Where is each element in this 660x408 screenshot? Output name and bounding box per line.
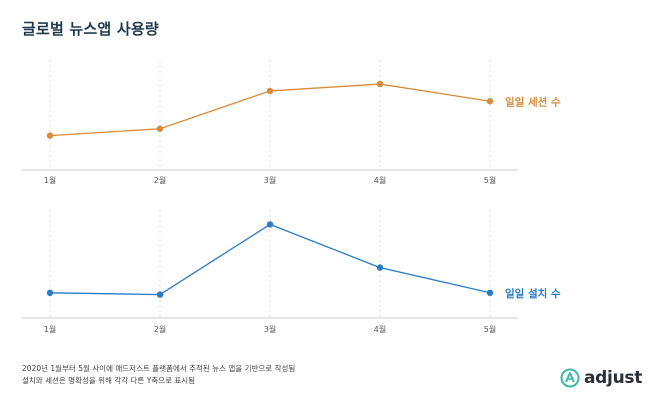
x-tick-label-2-1: 1월 <box>44 324 56 334</box>
series-label-1: 일일 세션 수 <box>505 95 561 108</box>
x-tick-label-1-5: 5월 <box>484 175 496 185</box>
footnote-line-2: 설치와 세션은 명확성을 위해 각각 다른 Y축으로 표시됨 <box>22 376 196 385</box>
x-tick-label-1-2: 2월 <box>154 175 166 185</box>
adjust-logo-icon <box>560 368 580 388</box>
x-tick-label-2-3: 3월 <box>264 324 276 334</box>
adjust-logo: adjust <box>560 368 642 388</box>
footnote: 2020년 1월부터 5월 사이에 애드저스트 플랫폼에서 추적된 뉴스 앱을 … <box>22 363 295 387</box>
data-point-1-4 <box>376 80 384 88</box>
data-point-1-2 <box>156 125 164 132</box>
x-tick-label-1-1: 1월 <box>44 175 56 185</box>
data-point-2-1 <box>46 289 54 296</box>
footnote-line-1: 2020년 1월부터 5월 사이에 애드저스트 플랫폼에서 추적된 뉴스 앱을 … <box>22 364 296 373</box>
data-point-2-4 <box>376 264 384 271</box>
data-point-1-1 <box>46 132 54 139</box>
chart-title: 글로벌 뉴스앱 사용량 <box>22 20 159 38</box>
x-tick-label-2-2: 2월 <box>154 324 166 334</box>
adjust-logo-text: adjust <box>584 368 643 388</box>
x-tick-label-2-5: 5월 <box>484 324 496 334</box>
series-line-2 <box>49 223 491 296</box>
data-point-2-5 <box>486 289 494 296</box>
series-label-2: 일일 설치 수 <box>505 287 561 300</box>
data-point-2-2 <box>156 291 164 298</box>
x-tick-label-1-4: 4월 <box>374 175 386 185</box>
data-point-1-3 <box>266 87 274 95</box>
data-point-2-3 <box>266 221 274 228</box>
x-tick-label-2-4: 4월 <box>374 324 386 334</box>
x-tick-label-1-3: 3월 <box>264 175 276 185</box>
data-point-1-5 <box>486 98 494 105</box>
